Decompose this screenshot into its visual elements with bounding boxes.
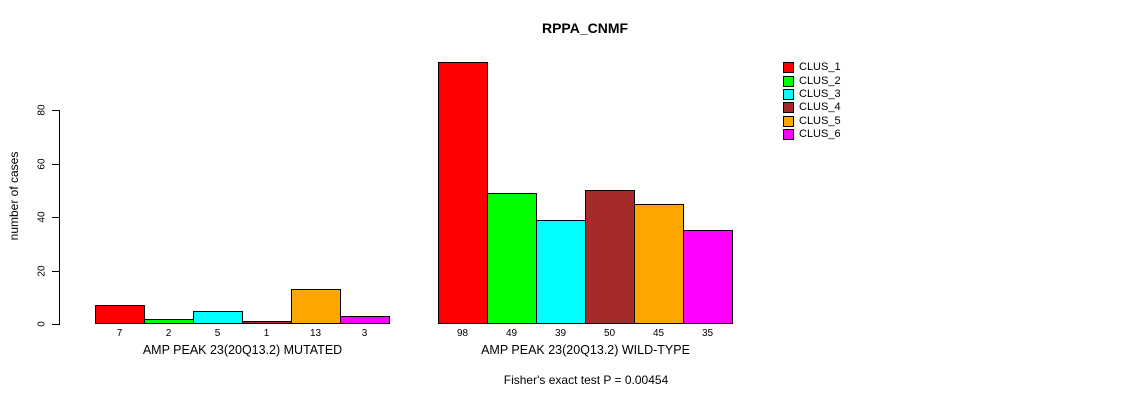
legend-item: CLUS_6 [783, 128, 841, 141]
bar-clus_6 [340, 316, 390, 324]
legend-label: CLUS_2 [799, 74, 841, 87]
bar-value-label: 2 [165, 328, 172, 339]
legend-swatch-icon [783, 115, 794, 127]
legend-item: CLUS_5 [783, 115, 841, 128]
bar-value-label: 5 [214, 328, 221, 339]
y-tick-label: 20 [36, 265, 48, 277]
y-tick [52, 324, 59, 325]
legend-label: CLUS_1 [799, 61, 841, 74]
bar-value-label: 49 [505, 328, 518, 339]
bar-clus_4 [242, 321, 292, 324]
y-axis-label: number of cases [7, 151, 21, 241]
bar-value-label: 7 [116, 328, 123, 339]
legend-swatch-icon [783, 88, 794, 100]
legend-swatch-icon [783, 75, 794, 87]
y-tick-label: 0 [36, 321, 48, 327]
bar-clus_2 [144, 319, 194, 324]
bar-clus_2 [487, 193, 537, 324]
bar-clus_3 [536, 220, 586, 324]
legend-swatch-icon [783, 129, 794, 141]
bar-value-label: 13 [309, 328, 322, 339]
bar-value-label: 45 [652, 328, 665, 339]
legend-item: CLUS_2 [783, 74, 841, 87]
y-tick [52, 164, 59, 165]
bar-clus_4 [585, 190, 635, 324]
y-tick-label: 80 [36, 104, 48, 116]
legend-label: CLUS_3 [799, 87, 841, 100]
legend-label: CLUS_5 [799, 114, 841, 127]
bar-clus_1 [95, 305, 145, 324]
legend-label: CLUS_6 [799, 128, 841, 141]
bar-clus_3 [193, 311, 243, 324]
bar-value-label: 39 [554, 328, 567, 339]
chart-title: RPPA_CNMF [541, 20, 629, 36]
legend-item: CLUS_1 [783, 61, 841, 74]
legend-item: CLUS_4 [783, 101, 841, 114]
legend-item: CLUS_3 [783, 88, 841, 101]
y-tick-label: 40 [36, 211, 48, 223]
legend-label: CLUS_4 [799, 101, 841, 114]
y-axis-line [59, 110, 60, 325]
y-tick-label: 60 [36, 158, 48, 170]
bar-value-label: 3 [361, 328, 368, 339]
legend-swatch-icon [783, 102, 794, 114]
legend: CLUS_1 CLUS_2 CLUS_3 CLUS_4 CLUS_5 CLUS_6 [783, 61, 841, 141]
fisher-test-annotation: Fisher's exact test P = 0.00454 [503, 373, 669, 387]
bar-value-label: 1 [263, 328, 270, 339]
y-tick [52, 110, 59, 111]
x-group-label-mutated: AMP PEAK 23(20Q13.2) MUTATED [142, 343, 343, 357]
bar-value-label: 98 [456, 328, 469, 339]
legend-swatch-icon [783, 62, 794, 74]
bar-clus_5 [634, 204, 684, 324]
bar-value-label: 50 [603, 328, 616, 339]
bar-clus_6 [683, 230, 733, 324]
y-tick [52, 217, 59, 218]
bar-clus_5 [291, 289, 341, 324]
bar-clus_1 [438, 62, 488, 324]
y-tick [52, 271, 59, 272]
bar-value-label: 35 [701, 328, 714, 339]
x-group-label-wildtype: AMP PEAK 23(20Q13.2) WILD-TYPE [481, 343, 690, 357]
